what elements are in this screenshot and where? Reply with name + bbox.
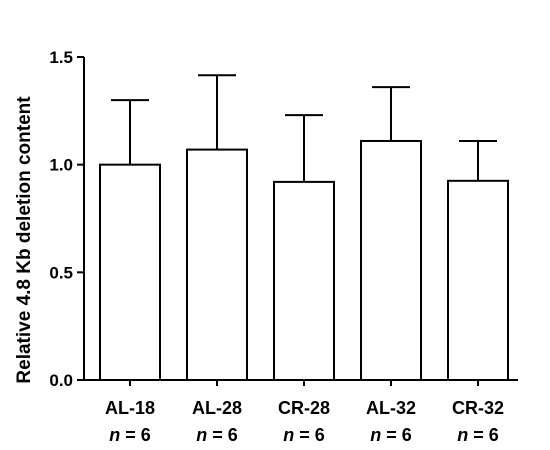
sample-size-label: n = 6 bbox=[109, 425, 151, 445]
sample-size-label: n = 6 bbox=[283, 425, 325, 445]
sample-size-label: n = 6 bbox=[370, 425, 412, 445]
bar bbox=[447, 179, 509, 381]
y-tick-label: 1.5 bbox=[49, 48, 73, 67]
bars bbox=[99, 74, 509, 386]
y-tick-label: 0.5 bbox=[49, 263, 73, 282]
x-category-label: AL-28 bbox=[192, 398, 242, 418]
bar bbox=[186, 148, 248, 381]
bar bbox=[273, 180, 335, 381]
x-category-label: AL-18 bbox=[105, 398, 155, 418]
x-category-label: CR-32 bbox=[452, 398, 504, 418]
y-axis-title: Relative 4.8 Kb deletion content bbox=[14, 96, 35, 384]
bar bbox=[99, 163, 161, 381]
sample-size-label: n = 6 bbox=[196, 425, 238, 445]
labels: AL-18 n = 6 AL-28 n = 6 CR-28 n = 6 AL-32 n = 6… bbox=[105, 398, 504, 445]
bar bbox=[360, 139, 422, 381]
y-tick-label: 0.0 bbox=[49, 371, 73, 390]
sample-size-label: n = 6 bbox=[457, 425, 499, 445]
x-category-label: CR-28 bbox=[278, 398, 330, 418]
y-tick-label: 1.0 bbox=[49, 156, 73, 175]
x-category-label: AL-32 bbox=[366, 398, 416, 418]
